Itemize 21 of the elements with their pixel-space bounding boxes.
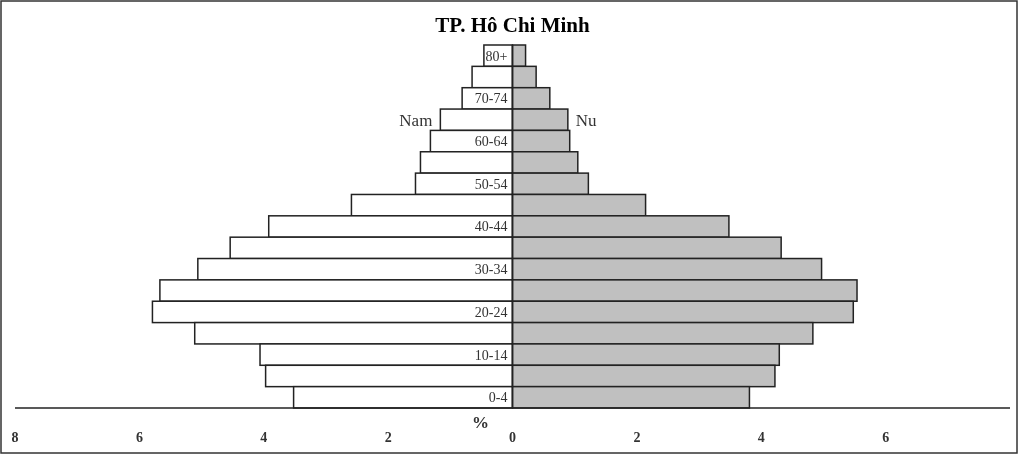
- x-tick-label: 6: [135, 430, 143, 445]
- y-tick-label: 10-14: [474, 347, 508, 363]
- x-tick-label: 6: [882, 430, 890, 445]
- x-tick-label: 8: [11, 430, 19, 445]
- y-tick-label: 0-4: [488, 390, 508, 406]
- y-tick-label: 20-24: [474, 304, 508, 320]
- y-tick-label: 50-54: [474, 176, 508, 192]
- x-tick-label: 4: [260, 430, 268, 445]
- series-label: Nu: [575, 110, 598, 130]
- x-tick-label: 2: [384, 430, 392, 445]
- y-tick-label: 70-74: [474, 91, 508, 107]
- x-axis-title: %: [472, 413, 489, 432]
- y-tick-label: 30-34: [474, 262, 508, 278]
- chart-title: TP. Hô Chi Minh: [435, 13, 591, 37]
- y-tick-label: 40-44: [474, 219, 508, 235]
- x-tick-label: 0: [509, 430, 516, 445]
- y-tick-label: 60-64: [474, 133, 508, 149]
- x-tick-label: 4: [757, 430, 765, 445]
- y-tick-label: 80+: [485, 48, 508, 64]
- x-tick-label: 2: [633, 430, 641, 445]
- series-label: Nam: [399, 110, 433, 130]
